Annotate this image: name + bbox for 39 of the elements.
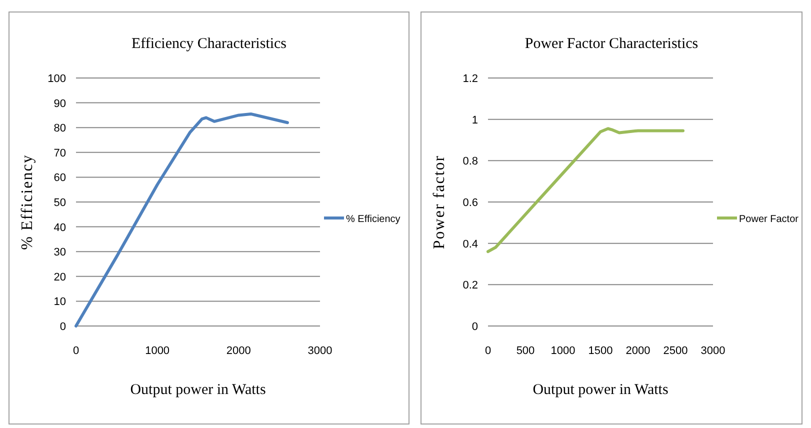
y-tick-label: 40 <box>54 222 66 234</box>
y-tick-label: 50 <box>54 197 66 209</box>
y-tick-label: 10 <box>54 296 66 308</box>
legend-label: % Efficiency <box>346 214 400 225</box>
y-tick-label: 90 <box>54 98 66 110</box>
y-tick-label: 1 <box>472 114 478 126</box>
x-tick-label: 2000 <box>226 345 251 357</box>
y-tick-label: 0.8 <box>462 156 478 168</box>
x-axis-title: Output power in Watts <box>532 382 668 398</box>
legend-label: Power Factor <box>739 214 800 225</box>
chart-title: Power Factor Characteristics <box>524 36 698 52</box>
y-tick-label: 60 <box>54 172 66 184</box>
line-series <box>486 127 684 254</box>
y-axis-title: % Efficiency <box>19 154 36 250</box>
x-axis-title: Output power in Watts <box>130 382 266 398</box>
y-axis-title: Power factor <box>431 154 448 250</box>
x-tick-label: 1000 <box>145 345 170 357</box>
x-tick-label: 3000 <box>308 345 332 357</box>
chart-title: Efficiency Characteristics <box>131 36 287 52</box>
y-tick-label: 0.6 <box>462 197 478 209</box>
y-tick-label: 100 <box>48 73 66 85</box>
y-tick-label: 70 <box>54 147 66 160</box>
y-tick-label: 80 <box>54 122 66 135</box>
x-tick-label: 2000 <box>626 345 650 357</box>
x-tick-label: 500 <box>516 345 535 357</box>
y-tick-label: 1.2 <box>462 73 478 85</box>
y-tick-label: 0 <box>472 321 478 333</box>
x-tick-label: 3000 <box>700 345 726 357</box>
x-tick-label: 2500 <box>663 345 688 357</box>
y-tick-label: 0.2 <box>462 280 478 292</box>
y-tick-label: 30 <box>54 246 66 259</box>
y-tick-label: 0 <box>60 321 66 333</box>
x-tick-label: 1500 <box>588 345 613 357</box>
line-series <box>74 112 289 328</box>
x-tick-label: 1000 <box>550 345 576 357</box>
y-tick-label: 20 <box>54 271 66 284</box>
y-tick-label: 0.4 <box>462 238 478 250</box>
x-tick-label: 0 <box>72 345 80 357</box>
x-tick-label: 0 <box>484 345 492 357</box>
